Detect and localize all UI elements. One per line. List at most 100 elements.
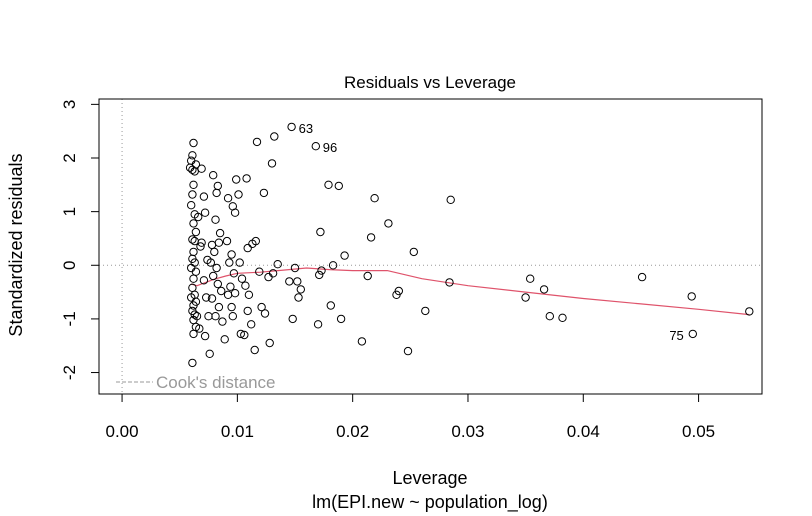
data-point-111: [317, 266, 326, 275]
data-point-50: [215, 228, 225, 238]
data-point-41: [199, 276, 209, 285]
data-point-13: [189, 219, 198, 228]
data-point-124: [384, 219, 393, 228]
data-point-126: [394, 286, 403, 296]
data-point-101: [273, 260, 282, 269]
data-point-42: [202, 293, 211, 302]
data-point-10: [187, 201, 196, 210]
data-point-82: [242, 174, 251, 183]
data-point-115: [326, 301, 335, 310]
data-point-122: [366, 233, 376, 242]
data-point-45: [205, 349, 214, 358]
data-point-94: [259, 188, 269, 198]
chart-title: Residuals vs Leverage: [344, 73, 516, 92]
data-point-38: [200, 208, 210, 217]
data-point-62: [218, 317, 227, 326]
data-point-91: [250, 345, 259, 355]
x-tick-label-2: 0.02: [336, 422, 369, 441]
data-point-121: [363, 271, 372, 281]
data-point-34: [195, 324, 204, 333]
data-point-23: [189, 274, 198, 283]
data-point-66: [232, 175, 241, 184]
data-point-83: [243, 243, 252, 253]
data-point-63: [220, 335, 229, 344]
data-point-84: [241, 281, 250, 290]
data-point-130: [446, 195, 455, 205]
data-point-60: [214, 302, 224, 312]
data-point-7: [197, 164, 206, 173]
data-point-46: [209, 171, 218, 180]
x-tick-label-0: 0.00: [106, 422, 139, 441]
data-point-134: [539, 285, 549, 294]
data-point-30: [190, 310, 199, 319]
data-point-118: [336, 314, 346, 324]
point-label-75: 75: [669, 328, 683, 343]
data-point-8: [189, 180, 198, 190]
data-point-12: [194, 212, 203, 222]
data-point-95: [260, 309, 270, 318]
data-point-68: [222, 236, 232, 246]
data-point-106: [294, 293, 303, 302]
data-point-85: [244, 290, 254, 299]
data-point-80: [236, 329, 246, 339]
data-point-36: [188, 358, 197, 368]
data-point-5: [188, 165, 197, 175]
points-group: [185, 122, 754, 368]
data-point-81: [240, 330, 249, 340]
data-point-76: [228, 312, 238, 321]
data-point-102: [285, 277, 294, 286]
data-point-128: [409, 247, 418, 257]
data-point-78: [235, 258, 244, 267]
data-point-64: [223, 194, 233, 203]
data-point-99: [270, 132, 279, 141]
data-point-109: [311, 142, 320, 151]
data-point-74: [230, 289, 240, 298]
data-point-72: [226, 282, 235, 291]
data-point-116: [328, 261, 338, 270]
data-point-71: [229, 269, 239, 278]
data-point-37: [199, 192, 209, 201]
data-point-127: [403, 346, 413, 356]
x-tick-label-3: 0.03: [451, 422, 484, 441]
data-point-44: [200, 331, 210, 341]
data-point-120: [357, 337, 367, 346]
x-axis: 0.00 0.01 0.02 0.03 0.04 0.05: [106, 393, 715, 441]
x-tick-label-4: 0.04: [567, 422, 600, 441]
data-point-79: [237, 274, 247, 283]
y-tick-label-1: -1: [60, 311, 79, 326]
data-point-113: [313, 320, 323, 329]
data-point-140: [745, 307, 754, 316]
data-point-9: [188, 190, 197, 199]
data-point-110: [316, 227, 325, 237]
data-point-54: [206, 258, 216, 267]
data-point-1: [188, 151, 197, 160]
data-point-70: [225, 258, 234, 267]
data-point-87: [243, 306, 252, 316]
x-axis-label: Leverage: [392, 468, 467, 488]
data-point-49: [211, 215, 220, 224]
data-point-104: [290, 263, 300, 273]
data-point-35: [189, 329, 198, 339]
data-point-28: [189, 301, 198, 310]
data-point-108: [287, 122, 296, 132]
data-point-59: [207, 294, 217, 303]
point-label-96: 96: [323, 140, 337, 155]
data-point-97: [265, 338, 274, 348]
data-point-53: [210, 247, 219, 257]
data-point-26: [187, 293, 196, 302]
data-point-136: [558, 313, 567, 322]
data-point-105: [293, 277, 302, 286]
data-point-15: [188, 235, 197, 244]
data-point-107: [296, 285, 305, 294]
data-point-56: [209, 271, 218, 281]
y-tick-label-5: 3: [60, 100, 79, 109]
data-point-137: [637, 272, 647, 282]
data-point-14: [191, 227, 201, 237]
data-point-103: [288, 314, 297, 324]
data-point-123: [370, 194, 379, 203]
data-point-139: [688, 329, 697, 339]
data-point-67: [230, 208, 240, 217]
data-point-92: [255, 267, 264, 276]
